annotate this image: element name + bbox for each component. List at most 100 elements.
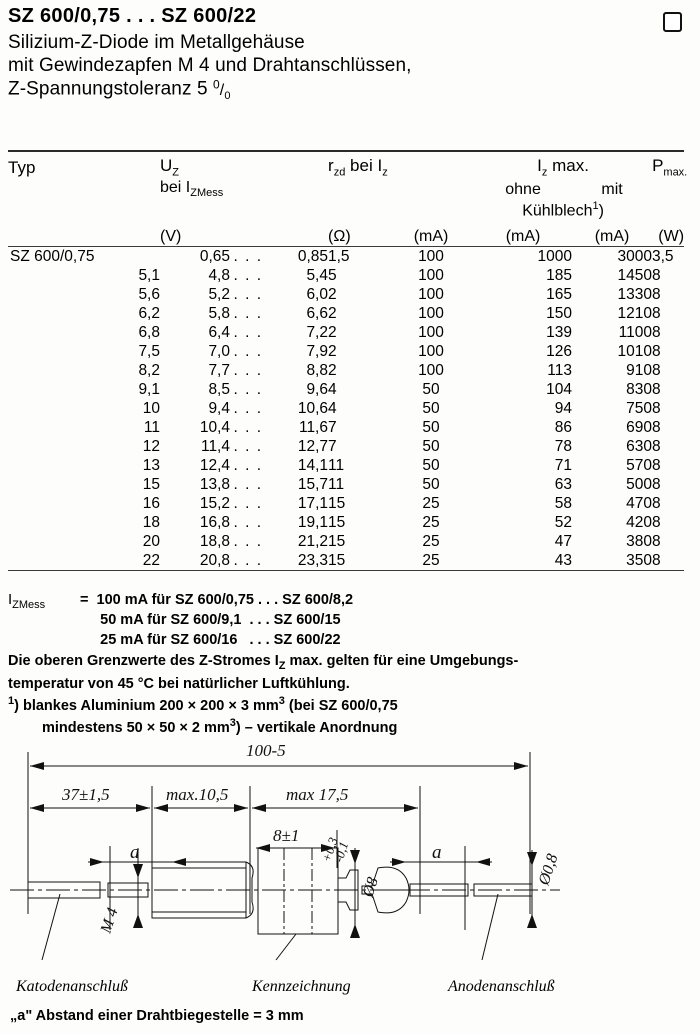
cell-iz: 50 — [422, 457, 440, 474]
cell-mit: 1330 — [617, 286, 652, 303]
cell-umin: 12,4 — [199, 457, 230, 474]
cell-mit: 1210 — [617, 305, 652, 322]
cell-umax: 11,6 — [298, 419, 328, 436]
cell-typ: SZ 600/0,75 — [10, 248, 95, 265]
cell-ohne: 113 — [547, 362, 572, 379]
cell-ohne: 43 — [554, 552, 572, 569]
cell-iz: 100 — [418, 267, 444, 284]
dim-body-label: max 17,5 — [286, 785, 348, 804]
cell-iz: 25 — [422, 514, 440, 531]
cell-mit: 420 — [626, 514, 652, 531]
characteristics-table: Typ UZ rzd bei Iz Iz max. Pmax. bei IZMe… — [8, 152, 687, 246]
cell-mit: 1010 — [617, 343, 652, 360]
cell-pmax: 8 — [652, 400, 661, 417]
dim-marking-label: 8±1 — [273, 826, 299, 845]
cell-pmax: 8 — [652, 419, 661, 436]
unit-iz: (mA) — [413, 228, 449, 245]
col-header-typ: Typ — [8, 158, 36, 177]
cell-iz: 50 — [422, 400, 440, 417]
table-row: 16 15,2. . . 17,1 15 25 58 470 8 — [8, 494, 684, 513]
cell-mit: 470 — [626, 495, 652, 512]
header-block: SZ 600/0,75 . . . SZ 600/22 Silizium-Z-D… — [8, 4, 648, 103]
label-m4: M 4 — [97, 906, 121, 936]
spacer-cell-4 — [8, 199, 160, 220]
cell-mit: 350 — [626, 552, 652, 569]
cell-pmax: 8 — [652, 476, 661, 493]
col-header-uz-condition: bei IZMess — [160, 178, 224, 199]
cell-ohne: 185 — [546, 267, 572, 284]
cell-mit: 380 — [626, 533, 652, 550]
cell-pmax: 8 — [652, 438, 661, 455]
table-head: Typ UZ rzd bei Iz Iz max. Pmax. bei IZMe… — [8, 152, 687, 246]
col-header-izmax: Iz max. — [537, 155, 589, 178]
cathode-wire — [27, 881, 101, 899]
unit-mit: (mA) — [594, 228, 630, 245]
cell-dots: . . . — [233, 476, 263, 493]
unit-ohne: (mA) — [505, 228, 541, 245]
cell-dots: . . . — [233, 324, 263, 341]
cell-typ: 15 — [142, 476, 160, 493]
table-header-rule — [8, 246, 684, 247]
footnote-1-line-1: 1) blankes Aluminium 200 × 200 × 3 mm3 (… — [8, 695, 398, 714]
cell-rzd: 2 — [328, 305, 337, 322]
cell-umin: 8,5 — [208, 381, 230, 398]
cell-ohne: 63 — [554, 476, 572, 493]
witness-lines — [27, 752, 531, 930]
cell-dots: . . . — [233, 381, 263, 398]
cell-mit: 1100 — [618, 324, 652, 341]
cell-mit: 1450 — [617, 267, 652, 284]
cell-umin: 15,2 — [199, 495, 230, 512]
cell-rzd: 5 — [328, 267, 337, 284]
izmess-line-3: 25 mA für SZ 600/16 . . . SZ 600/22 — [80, 632, 341, 648]
cell-iz: 50 — [422, 381, 440, 398]
cell-ohne: 52 — [554, 514, 572, 531]
spacer-cell-3 — [652, 178, 684, 199]
description-line-1: Silizium-Z-Diode im Metallgehäuse — [8, 32, 305, 53]
cell-iz: 100 — [418, 324, 444, 341]
dim-wire-label: Ø0,8 — [535, 852, 561, 888]
spacer-cell-7 — [652, 199, 684, 220]
cell-iz: 100 — [418, 343, 444, 360]
dim-cathode-label: 37±1,5 — [61, 785, 110, 804]
col-header-mit: mit — [601, 181, 623, 198]
table-row: 12 11,4. . . 12,7 7 50 78 630 8 — [8, 437, 684, 456]
col-header-kuehlblech: Kühlblech1) — [522, 199, 604, 219]
cell-typ: 6,8 — [138, 324, 160, 341]
izmess-definition: IZMess = 100 mA für SZ 600/0,75 . . . SZ… — [8, 590, 692, 650]
cell-dots: . . . — [233, 438, 263, 455]
dim-a-right-line — [390, 858, 492, 866]
table-row: 11 10,4. . . 11,6 7 50 86 690 8 — [8, 418, 684, 437]
cell-ohne: 71 — [554, 457, 572, 474]
cell-ohne: 94 — [554, 400, 572, 417]
dim-total-label: 100-5 — [246, 741, 286, 760]
table-row: 20 18,8. . . 21,2 15 25 47 380 8 — [8, 532, 684, 551]
bottom-note: „a" Abstand einer Drahtbiegestelle = 3 m… — [10, 1008, 304, 1024]
cell-umax: 6,6 — [306, 305, 328, 322]
cell-typ: 8,2 — [138, 362, 160, 379]
dim-tolerance-minus: -0,1 — [331, 840, 352, 864]
cell-dots: . . . — [233, 343, 263, 360]
table-body: SZ 600/0,75 0,65. . . 0,85 1,5 100 1000 3000 3,… — [8, 247, 684, 570]
cell-umin: 20,8 — [199, 552, 230, 569]
cell-umin: 5,8 — [208, 305, 230, 322]
cell-rzd: 15 — [328, 495, 346, 512]
cell-iz: 25 — [422, 552, 440, 569]
glass-bulb — [361, 866, 410, 914]
cell-umax: 5,4 — [306, 267, 328, 284]
percent-symbol: 0/0 — [213, 77, 231, 102]
cell-rzd: 7 — [328, 438, 337, 455]
cell-umin: 6,4 — [208, 324, 230, 341]
cell-umin: 10,4 — [199, 419, 230, 436]
cell-umax: 19,1 — [297, 514, 328, 531]
cell-ohne: 78 — [554, 438, 572, 455]
cell-dots: . . . — [233, 286, 263, 303]
ambient-note-line-2: temperatur von 45 °C bei natürlicher Luf… — [8, 676, 350, 693]
table-row: 7,5 7,0. . . 7,9 2 100 126 1010 8 — [8, 342, 684, 361]
col-header-uz: UZ — [160, 155, 180, 178]
cell-dots: . . . — [233, 457, 263, 474]
cell-ohne: 139 — [546, 324, 572, 341]
cell-typ: 22 — [142, 552, 160, 569]
cell-ohne: 165 — [546, 286, 572, 303]
cell-iz: 50 — [422, 419, 440, 436]
